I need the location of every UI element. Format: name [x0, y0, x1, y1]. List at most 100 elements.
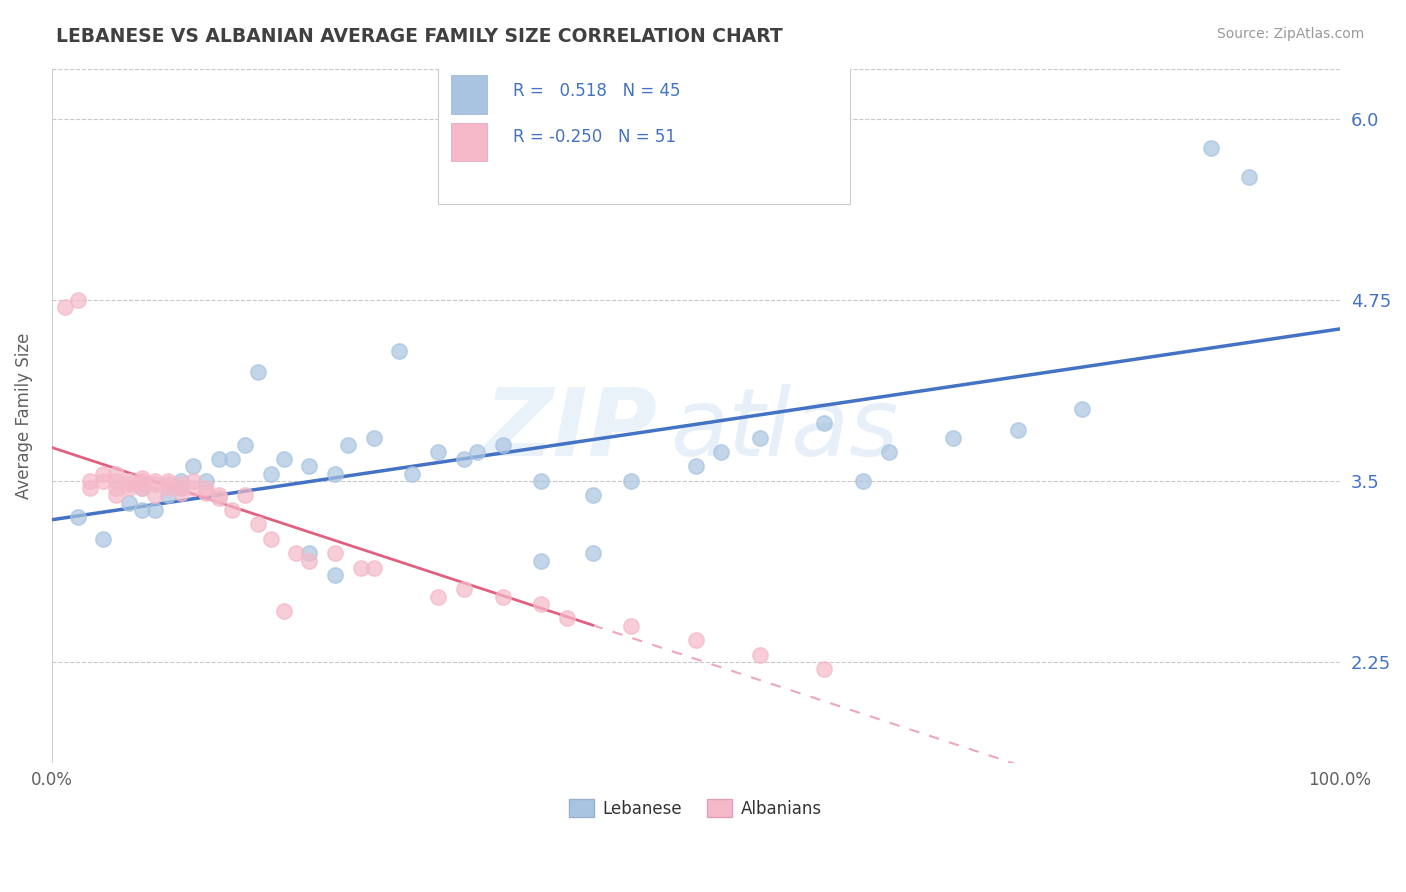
- Point: [169, 485, 191, 500]
- Point: [91, 532, 114, 546]
- Point: [336, 438, 359, 452]
- Point: [156, 474, 179, 488]
- Point: [183, 474, 205, 488]
- Point: [427, 590, 450, 604]
- Point: [323, 546, 346, 560]
- Point: [131, 476, 153, 491]
- Point: [143, 503, 166, 517]
- Point: [298, 546, 321, 560]
- Point: [246, 366, 269, 380]
- Point: [1239, 169, 1261, 184]
- Point: [491, 590, 513, 604]
- Point: [169, 481, 191, 495]
- Point: [156, 481, 179, 495]
- FancyBboxPatch shape: [451, 76, 486, 113]
- Point: [246, 517, 269, 532]
- Legend: Lebanese, Albanians: Lebanese, Albanians: [562, 793, 828, 824]
- Point: [530, 597, 553, 611]
- Point: [942, 431, 965, 445]
- Point: [363, 431, 385, 445]
- Point: [66, 293, 89, 307]
- Point: [363, 561, 385, 575]
- Point: [465, 445, 488, 459]
- Text: LEBANESE VS ALBANIAN AVERAGE FAMILY SIZE CORRELATION CHART: LEBANESE VS ALBANIAN AVERAGE FAMILY SIZE…: [56, 27, 783, 45]
- Point: [169, 474, 191, 488]
- Point: [260, 532, 283, 546]
- Point: [388, 343, 411, 358]
- Point: [620, 474, 643, 488]
- FancyBboxPatch shape: [439, 65, 851, 204]
- Point: [813, 416, 835, 430]
- Point: [582, 488, 605, 502]
- Point: [453, 452, 475, 467]
- Point: [221, 503, 243, 517]
- Point: [105, 481, 128, 495]
- Point: [298, 459, 321, 474]
- Point: [195, 474, 218, 488]
- Point: [143, 488, 166, 502]
- Point: [183, 481, 205, 495]
- Text: R =   0.518   N = 45: R = 0.518 N = 45: [513, 82, 681, 101]
- Point: [131, 481, 153, 495]
- Point: [233, 488, 256, 502]
- Point: [491, 438, 513, 452]
- Point: [79, 481, 101, 495]
- Point: [273, 452, 295, 467]
- Point: [143, 474, 166, 488]
- Point: [208, 491, 231, 506]
- Point: [195, 485, 218, 500]
- Point: [131, 481, 153, 495]
- Point: [749, 431, 772, 445]
- Text: Source: ZipAtlas.com: Source: ZipAtlas.com: [1216, 27, 1364, 41]
- Point: [427, 445, 450, 459]
- Point: [1071, 401, 1094, 416]
- Point: [1199, 141, 1222, 155]
- Point: [453, 582, 475, 597]
- Point: [208, 488, 231, 502]
- Point: [91, 467, 114, 481]
- Point: [118, 476, 141, 491]
- Point: [105, 488, 128, 502]
- Point: [323, 568, 346, 582]
- Point: [710, 445, 733, 459]
- Point: [233, 438, 256, 452]
- Point: [685, 633, 707, 648]
- Point: [118, 474, 141, 488]
- Point: [118, 481, 141, 495]
- Point: [66, 510, 89, 524]
- Text: atlas: atlas: [669, 384, 898, 475]
- Point: [131, 471, 153, 485]
- Point: [582, 546, 605, 560]
- Point: [877, 445, 900, 459]
- Point: [221, 452, 243, 467]
- Point: [555, 611, 578, 625]
- Point: [208, 452, 231, 467]
- Point: [852, 474, 875, 488]
- Point: [156, 476, 179, 491]
- Point: [350, 561, 373, 575]
- Text: R = -0.250   N = 51: R = -0.250 N = 51: [513, 128, 676, 145]
- Point: [530, 553, 553, 567]
- Point: [285, 546, 308, 560]
- Y-axis label: Average Family Size: Average Family Size: [15, 333, 32, 499]
- Text: ZIP: ZIP: [484, 384, 657, 475]
- Point: [260, 467, 283, 481]
- Point: [105, 474, 128, 488]
- Point: [131, 474, 153, 488]
- Point: [195, 481, 218, 495]
- Point: [298, 553, 321, 567]
- Point: [169, 476, 191, 491]
- Point: [79, 474, 101, 488]
- Point: [183, 459, 205, 474]
- Point: [131, 503, 153, 517]
- Point: [323, 467, 346, 481]
- Point: [53, 300, 76, 314]
- FancyBboxPatch shape: [451, 123, 486, 161]
- Point: [118, 496, 141, 510]
- Point: [273, 604, 295, 618]
- Point: [1007, 423, 1029, 437]
- Point: [105, 467, 128, 481]
- Point: [143, 476, 166, 491]
- Point: [91, 474, 114, 488]
- Point: [813, 662, 835, 676]
